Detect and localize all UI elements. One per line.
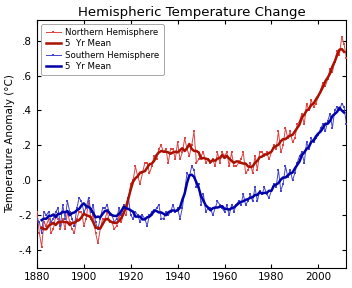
Legend: Northern Hemisphere, 5  Yr Mean, Southern Hemisphere, 5  Yr Mean: Northern Hemisphere, 5 Yr Mean, Southern… [41, 24, 164, 75]
Southern Hemisphere [35, 217, 39, 220]
Northern Hemisphere [328, 67, 332, 70]
5  Yr Mean [328, 119, 332, 123]
5  Yr Mean [326, 122, 330, 126]
Northern Hemisphere [330, 70, 334, 74]
Southern Hemisphere [105, 203, 109, 206]
Southern Hemisphere [114, 217, 119, 220]
Line: 5  Yr Mean: 5 Yr Mean [42, 49, 344, 229]
5  Yr Mean [103, 218, 107, 222]
5  Yr Mean [103, 209, 107, 213]
Southern Hemisphere [39, 231, 44, 234]
Northern Hemisphere [39, 245, 44, 248]
Line: 5  Yr Mean: 5 Yr Mean [42, 108, 344, 220]
Northern Hemisphere [340, 35, 344, 39]
5  Yr Mean [155, 154, 159, 157]
Northern Hemisphere [347, 63, 351, 67]
Southern Hemisphere [54, 210, 58, 213]
Title: Hemispheric Temperature Change: Hemispheric Temperature Change [78, 5, 306, 18]
Northern Hemisphere [157, 147, 161, 151]
Southern Hemisphere [328, 112, 332, 116]
5  Yr Mean [51, 221, 56, 225]
5  Yr Mean [326, 76, 330, 79]
Southern Hemisphere [157, 203, 161, 206]
Northern Hemisphere [35, 210, 39, 213]
5  Yr Mean [112, 214, 117, 218]
Line: Northern Hemisphere: Northern Hemisphere [36, 36, 350, 248]
Southern Hemisphere [330, 126, 334, 130]
Northern Hemisphere [105, 210, 109, 213]
Northern Hemisphere [114, 224, 119, 228]
5  Yr Mean [328, 72, 332, 75]
Line: Southern Hemisphere: Southern Hemisphere [36, 102, 350, 234]
Southern Hemisphere [340, 102, 344, 105]
5  Yr Mean [112, 221, 117, 225]
5  Yr Mean [155, 209, 159, 213]
Northern Hemisphere [54, 213, 58, 217]
Southern Hemisphere [347, 116, 351, 119]
Y-axis label: Temperature Anomaly (°C): Temperature Anomaly (°C) [6, 74, 15, 213]
5  Yr Mean [51, 213, 56, 216]
